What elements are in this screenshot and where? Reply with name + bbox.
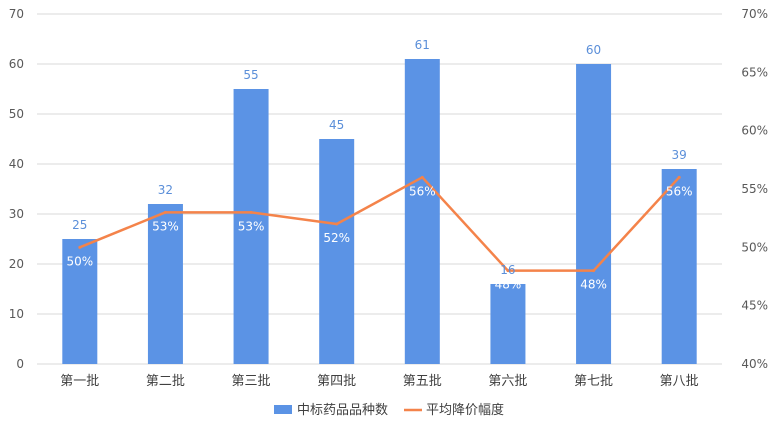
bar-data-label: 16 [500, 263, 515, 277]
bar-data-label: 39 [672, 148, 687, 162]
gridlines [37, 13, 722, 365]
left-tick-label: 40 [9, 157, 24, 171]
category-label: 第四批 [317, 374, 356, 389]
left-tick-label: 0 [16, 357, 24, 371]
right-tick-label: 70% [741, 7, 768, 21]
line-data-label: 48% [580, 278, 607, 292]
category-label: 第八批 [660, 374, 699, 389]
legend-bar-swatch [274, 405, 292, 414]
right-tick-label: 65% [741, 65, 768, 79]
line-point [420, 175, 424, 179]
left-tick-label: 20 [9, 257, 24, 271]
category-label: 第七批 [574, 374, 613, 389]
right-tick-label: 55% [741, 182, 768, 196]
bar-data-label: 55 [243, 68, 258, 82]
bar [233, 89, 269, 364]
bar [319, 139, 355, 364]
line-point [677, 175, 681, 179]
bar-data-label: 25 [72, 218, 87, 232]
right-tick-label: 60% [741, 124, 768, 138]
line-point [592, 269, 596, 273]
line-data-label: 53% [152, 219, 179, 233]
bar-data-label: 60 [586, 43, 601, 57]
line-point [335, 222, 339, 226]
right-tick-label: 45% [741, 299, 768, 313]
line-data-label: 53% [238, 219, 265, 233]
left-tick-label: 30 [9, 207, 24, 221]
left-axis: 0 10 20 30 40 50 60 70 [9, 7, 24, 371]
bar [147, 204, 183, 364]
line-series [78, 175, 681, 273]
legend-line-label: 平均降价幅度 [426, 402, 504, 418]
line-point [78, 245, 82, 249]
bar-data-labels: 25 32 55 45 61 16 60 39 [72, 38, 687, 277]
line-point [163, 210, 167, 214]
bar-data-label: 61 [415, 38, 430, 52]
right-tick-label: 40% [741, 357, 768, 371]
left-tick-label: 50 [9, 107, 24, 121]
left-tick-label: 60 [9, 57, 24, 71]
bar-data-label: 45 [329, 118, 344, 132]
line-data-label: 52% [323, 231, 350, 245]
category-label: 第六批 [488, 374, 527, 389]
category-label: 第一批 [60, 374, 99, 389]
right-axis: 40% 45% 50% 55% 60% 65% 70% [741, 7, 768, 371]
legend: 中标药品品种数 平均降价幅度 [274, 402, 504, 418]
bar-series [62, 59, 697, 364]
bar [404, 59, 440, 364]
bar [62, 239, 98, 364]
bar [576, 64, 612, 364]
bar [661, 169, 697, 364]
line-data-label: 48% [495, 278, 522, 292]
line-point [249, 210, 253, 214]
line-path [79, 176, 681, 272]
line-point [506, 269, 510, 273]
left-tick-label: 70 [9, 7, 24, 21]
legend-bar-label: 中标药品品种数 [297, 403, 388, 418]
category-label: 第三批 [232, 374, 271, 389]
left-tick-label: 10 [9, 307, 24, 321]
category-label: 第五批 [403, 374, 442, 389]
category-label: 第二批 [146, 374, 185, 389]
bar-data-label: 32 [158, 183, 173, 197]
bar [490, 284, 526, 364]
category-axis: 第一批 第二批 第三批 第四批 第五批 第六批 第七批 第八批 [60, 374, 698, 389]
right-tick-label: 50% [741, 240, 768, 254]
line-data-label: 56% [409, 184, 436, 198]
line-data-label: 56% [666, 184, 693, 198]
line-data-labels: 50% 53% 53% 52% 56% 48% 48% 56% [66, 184, 692, 291]
line-data-label: 50% [66, 254, 93, 268]
